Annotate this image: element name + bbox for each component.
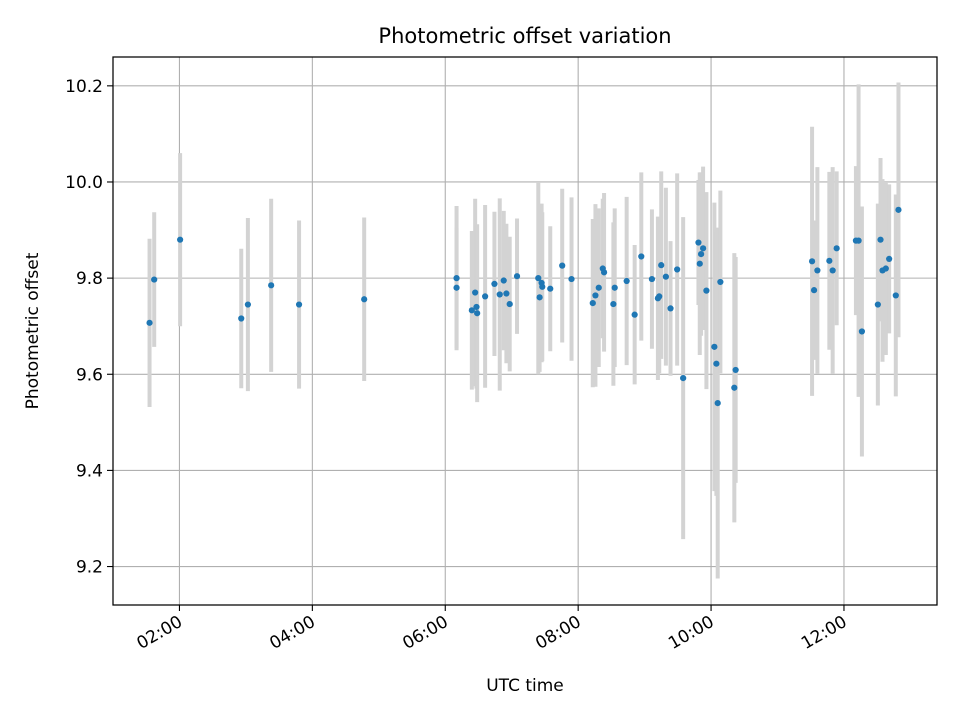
data-point	[877, 236, 884, 243]
data-point	[482, 293, 489, 300]
data-point	[500, 277, 507, 284]
data-point	[697, 250, 705, 258]
data-point	[658, 262, 665, 269]
data-point	[662, 273, 669, 280]
data-point	[244, 301, 251, 308]
data-point	[568, 275, 575, 283]
data-point	[732, 366, 739, 374]
data-points	[146, 206, 902, 407]
data-point	[696, 260, 703, 267]
data-point	[855, 237, 862, 244]
data-point	[513, 273, 521, 280]
chart-title: Photometric offset variation	[378, 24, 671, 48]
data-point	[829, 267, 836, 274]
data-point	[699, 245, 707, 252]
data-point	[268, 282, 275, 289]
gridlines	[113, 57, 937, 605]
data-point	[503, 290, 510, 297]
data-point	[589, 300, 596, 307]
data-point	[146, 319, 153, 326]
data-point	[177, 236, 184, 243]
data-point	[717, 278, 724, 286]
plot-frame	[112, 56, 938, 606]
data-point	[559, 262, 566, 269]
data-point	[674, 266, 681, 273]
y-tick-label: 9.6	[76, 365, 103, 385]
data-point	[731, 384, 738, 391]
data-point	[892, 292, 899, 299]
y-tick-label: 10.2	[65, 77, 103, 97]
data-point	[473, 303, 480, 311]
data-point	[536, 294, 543, 301]
data-point	[474, 310, 481, 317]
y-tick-label: 9.8	[76, 269, 103, 289]
data-point	[295, 301, 303, 308]
y-axis-label: Photometric offset	[23, 252, 43, 409]
data-point	[623, 277, 630, 285]
data-point	[600, 269, 608, 276]
data-point	[713, 360, 720, 367]
data-point	[496, 291, 503, 298]
data-point	[886, 255, 893, 262]
y-tick-label: 9.4	[76, 461, 103, 481]
data-point	[703, 287, 710, 294]
x-axis-label: UTC time	[486, 676, 564, 696]
data-point	[656, 293, 663, 300]
data-point	[238, 315, 245, 322]
data-point	[858, 328, 866, 335]
data-point	[648, 275, 656, 283]
data-point	[895, 206, 902, 213]
data-point	[680, 375, 687, 382]
data-point	[361, 296, 368, 303]
data-point	[695, 239, 702, 246]
data-point	[595, 284, 602, 291]
data-point	[151, 276, 158, 283]
data-point	[711, 343, 718, 350]
y-axis-ticks: 9.2 9.4 9.6 9.8 10.0 10.2	[65, 77, 113, 578]
data-point	[539, 283, 546, 290]
data-point	[714, 400, 721, 407]
data-point	[472, 289, 479, 296]
data-point	[547, 285, 554, 292]
data-point	[631, 311, 638, 318]
data-point	[667, 305, 674, 312]
data-point	[874, 301, 881, 308]
data-point	[810, 287, 818, 294]
data-point	[826, 257, 833, 264]
data-point	[833, 245, 840, 252]
data-point	[814, 267, 821, 274]
data-point	[453, 275, 460, 282]
data-point	[468, 307, 475, 314]
data-point	[453, 284, 460, 291]
data-point	[611, 284, 618, 291]
y-tick-label: 9.2	[76, 558, 103, 578]
data-point	[592, 292, 599, 299]
data-point	[491, 280, 498, 287]
data-point	[535, 275, 542, 282]
data-point	[638, 253, 645, 260]
data-point	[610, 300, 617, 308]
data-point	[808, 258, 816, 265]
data-point	[882, 265, 889, 272]
y-tick-label: 10.0	[65, 173, 103, 193]
data-point	[506, 300, 513, 308]
